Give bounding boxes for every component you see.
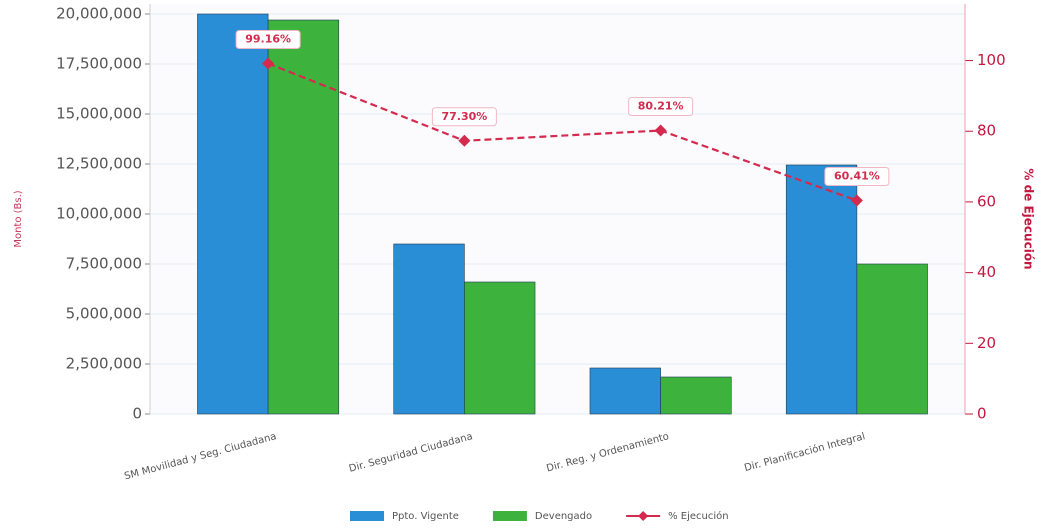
y-tick-label: 17,500,000 — [56, 55, 142, 73]
bar — [267, 19, 340, 415]
y-tick-label: 12,500,000 — [56, 155, 142, 173]
y-tick-label: 2,500,000 — [66, 355, 142, 373]
y-tick-label: 0 — [132, 405, 142, 423]
bar — [393, 243, 465, 415]
y2-tick-label: 40 — [977, 263, 996, 281]
y2-tick-label: 60 — [977, 192, 996, 210]
x-tick-label: Dir. Seguridad Ciudadana — [348, 431, 474, 475]
data-label-box — [431, 107, 497, 127]
y-tick-label: 10,000,000 — [56, 205, 142, 223]
legend-label: % Ejecución — [668, 510, 729, 522]
bar — [589, 367, 661, 415]
legend-swatch — [492, 511, 527, 521]
point — [654, 124, 667, 137]
x-tick-label: Dir. Planificación Integral — [743, 430, 867, 474]
data-label: 60.41% — [834, 169, 880, 182]
x-tick-label: SM Movilidad y Seg. Ciudadana — [123, 431, 277, 482]
data-label-box — [824, 166, 890, 186]
data-label: 77.30% — [441, 110, 487, 123]
y2-axis-label: % de Ejecución — [1022, 168, 1036, 269]
bar — [464, 281, 536, 415]
legend-swatch — [350, 511, 384, 521]
point — [262, 57, 275, 70]
y-axis-label: Monto (Bs.) — [13, 190, 24, 247]
data-label-box — [628, 96, 694, 116]
bar — [785, 164, 858, 415]
legend-label: Ppto. Vigente — [392, 511, 459, 522]
y-tick-label: 5,000,000 — [66, 305, 142, 323]
y-tick-label: 15,000,000 — [56, 105, 142, 123]
y2-tick-label: 0 — [977, 405, 987, 423]
point — [458, 134, 471, 147]
line — [267, 62, 858, 202]
legend-label: Devengado — [535, 511, 592, 522]
y2-tick-label: 20 — [977, 334, 996, 352]
y2-tick-label: 80 — [977, 122, 996, 140]
y2-tick-label: 100 — [977, 51, 1006, 69]
legend-swatch — [638, 511, 649, 521]
data-label-box — [235, 30, 301, 50]
bar — [856, 263, 928, 415]
x-tick-label: Dir. Reg. y Ordenamiento — [545, 431, 670, 474]
bar — [197, 13, 269, 415]
point — [850, 194, 863, 207]
data-label: 99.16% — [245, 33, 291, 46]
y-tick-label: 20,000,000 — [56, 5, 142, 23]
data-label: 80.21% — [638, 99, 684, 112]
bar — [660, 376, 732, 415]
y-tick-label: 7,500,000 — [66, 255, 142, 273]
